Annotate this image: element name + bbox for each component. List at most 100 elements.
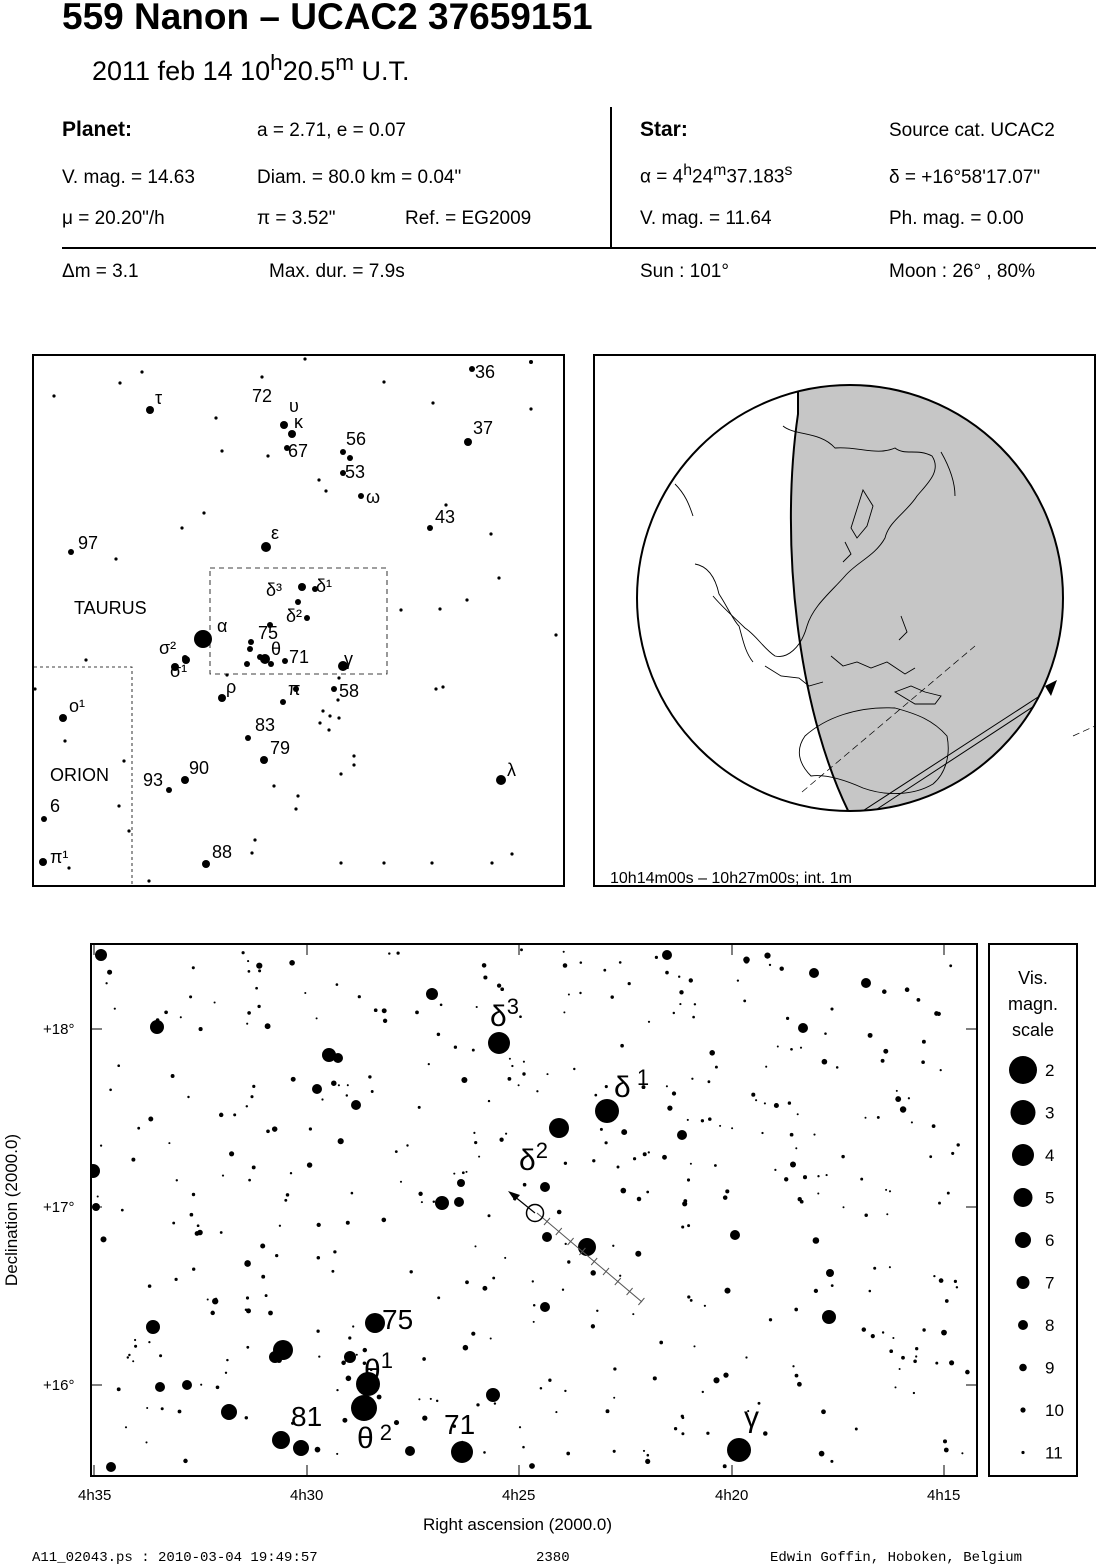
label-71: 71 [444,1409,475,1440]
detail-faint-star [745,1356,748,1359]
detail-faint-star [755,1099,758,1102]
detail-faint-star [461,1171,465,1175]
detail-faint-star [579,961,583,964]
asteroid-arrow-head [508,1191,520,1201]
detail-faint-star [427,1062,430,1066]
detail-faint-star [922,1328,926,1332]
detail-faint-star [345,1375,352,1382]
detail-faint-star [563,1011,566,1014]
detail-faint-star [955,1286,959,1289]
detail-faint-star [266,1129,270,1134]
detail-faint-star [821,1058,828,1065]
finder-label: 93 [143,770,163,790]
detail-faint-star [388,952,391,955]
path-tick [626,1287,633,1296]
detail-faint-star [883,1048,889,1054]
planet-vmag: V. mag. = 14.63 [62,167,195,188]
detail-faint-star [437,1296,441,1300]
detail-faint-star [381,1008,387,1014]
detail-faint-star [703,1304,707,1307]
detail-faint-star [168,1142,171,1145]
detail-faint-star [418,1191,423,1196]
finder-star [340,449,346,455]
detail-faint-star [229,1151,235,1157]
detail-faint-star [275,1253,279,1258]
finder-star [68,549,74,555]
detail-faint-star [949,1360,955,1366]
detail-star [540,1182,550,1192]
detail-faint-star [921,1060,925,1064]
detail-faint-star [147,1284,152,1288]
detail-faint-star [487,1099,491,1103]
planet-parallax: π = 3.52" [257,208,336,229]
detail-faint-star [285,1193,290,1197]
globe-panel: 10h14m00s – 10h27m00s; int. 1m [593,354,1096,887]
detail-faint-star [686,1178,691,1182]
detail-faint-star [579,991,582,995]
detail-faint-star [483,1451,486,1454]
detail-faint-star [465,1170,468,1173]
detail-faint-star [519,1015,522,1019]
detail-faint-star [394,1150,398,1153]
detail-faint-star [689,1162,692,1165]
detail-faint-star [370,1090,374,1093]
detail-faint-star [120,1208,124,1212]
detail-faint-star [482,1285,488,1291]
detail-faint-star [635,1250,642,1257]
detail-faint-star [610,1109,617,1116]
detail-faint-star [799,1199,804,1204]
detail-faint-star [148,1116,154,1122]
detail-faint-star [562,963,568,968]
planet-heading: Planet: [62,118,133,141]
scale-label: 4 [1045,1146,1054,1165]
detail-faint-star [646,1453,650,1457]
night-side [789,385,1063,811]
detail-faint-star [365,1396,369,1400]
detail-faint-star [790,1161,796,1168]
detail-faint-star [797,1381,802,1387]
finder-label: θ [271,639,281,659]
detail-faint-star [691,1077,694,1080]
earth-limb [636,384,1064,812]
finder-faint-star [63,739,67,743]
detail-faint-star [342,1417,348,1423]
detail-faint-star [647,1151,650,1154]
x-axis-label: Right ascension (2000.0) [423,1515,613,1534]
detail-faint-star [256,962,263,969]
scale-dot [1020,1407,1026,1413]
finder-star [280,421,288,429]
detail-faint-star [246,1308,251,1314]
detail-faint-star [642,1449,646,1452]
detail-faint-star [679,1003,682,1006]
finder-label: λ [507,760,516,780]
finder-faint-star [296,794,300,798]
detail-faint-star [418,1398,421,1401]
detail-faint-star [382,1018,388,1023]
constellation-boundary [34,666,133,885]
detail-faint-star [864,1213,868,1218]
detail-faint-star [131,1157,136,1162]
finder-faint-star [465,598,469,602]
detail-faint-star [813,1133,816,1136]
sun-elongation: Sun : 101° [640,261,729,282]
finder-label: 83 [255,715,275,735]
detail-faint-star [246,1345,250,1349]
detail-faint-star [399,1180,403,1183]
detail-faint-star [321,1098,324,1101]
detail-faint-star [868,1289,872,1293]
planet-reference: Ref. = EG2009 [405,208,532,229]
finder-faint-star [431,401,435,405]
detail-faint-star [278,1441,281,1444]
detail-faint-star [725,1189,730,1194]
detail-faint-star [641,1085,646,1090]
finder-star [267,622,273,628]
detail-faint-star [921,1039,926,1044]
detail-faint-star [251,1165,256,1170]
finder-star [261,542,271,552]
detail-star [662,950,672,960]
detail-star [182,1380,192,1390]
label-gamma: γ [744,1401,759,1434]
star-dec: δ = +16°58'17.07" [889,167,1041,188]
detail-faint-star [396,951,400,955]
detail-faint-star [474,1140,478,1145]
